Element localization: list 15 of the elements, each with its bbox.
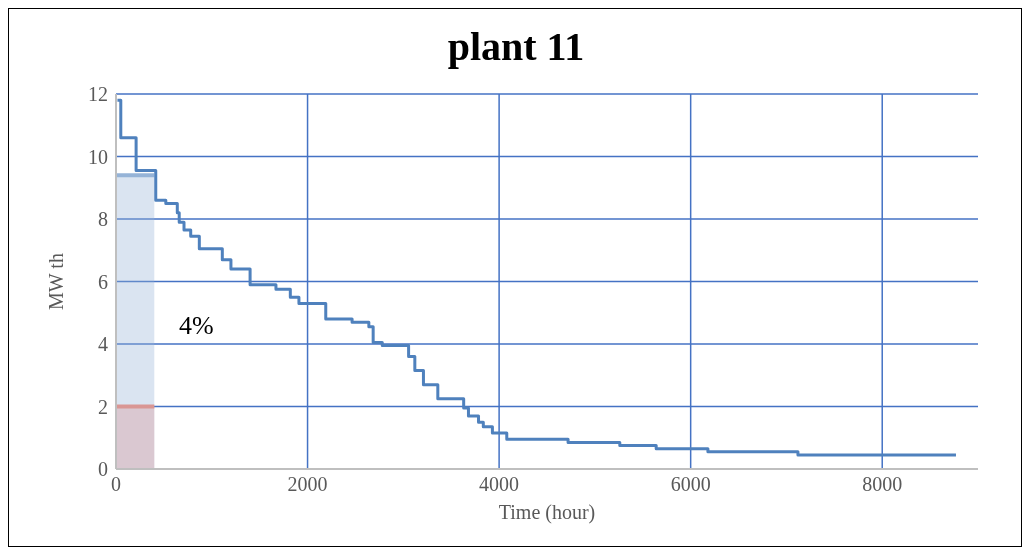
y-tick-label: 8 [98,208,108,231]
y-tick-label: 2 [98,395,108,418]
x-tick-label: 8000 [862,473,903,496]
x-tick-label: 6000 [670,473,711,496]
y-tick-label: 6 [98,270,108,293]
annotation: 4% [179,311,214,341]
y-tick-label: 4 [98,333,108,356]
chart-title: plant 11 [446,23,586,70]
x-axis-title: Time (hour) [498,501,596,524]
y-tick-label: 10 [88,145,108,168]
x-tick-label: 4000 [479,473,520,496]
y-axis-title: MW th [45,253,68,310]
y-tick-label: 0 [98,458,108,481]
x-tick-label: 2000 [287,473,328,496]
y-tick-label: 12 [88,83,108,106]
